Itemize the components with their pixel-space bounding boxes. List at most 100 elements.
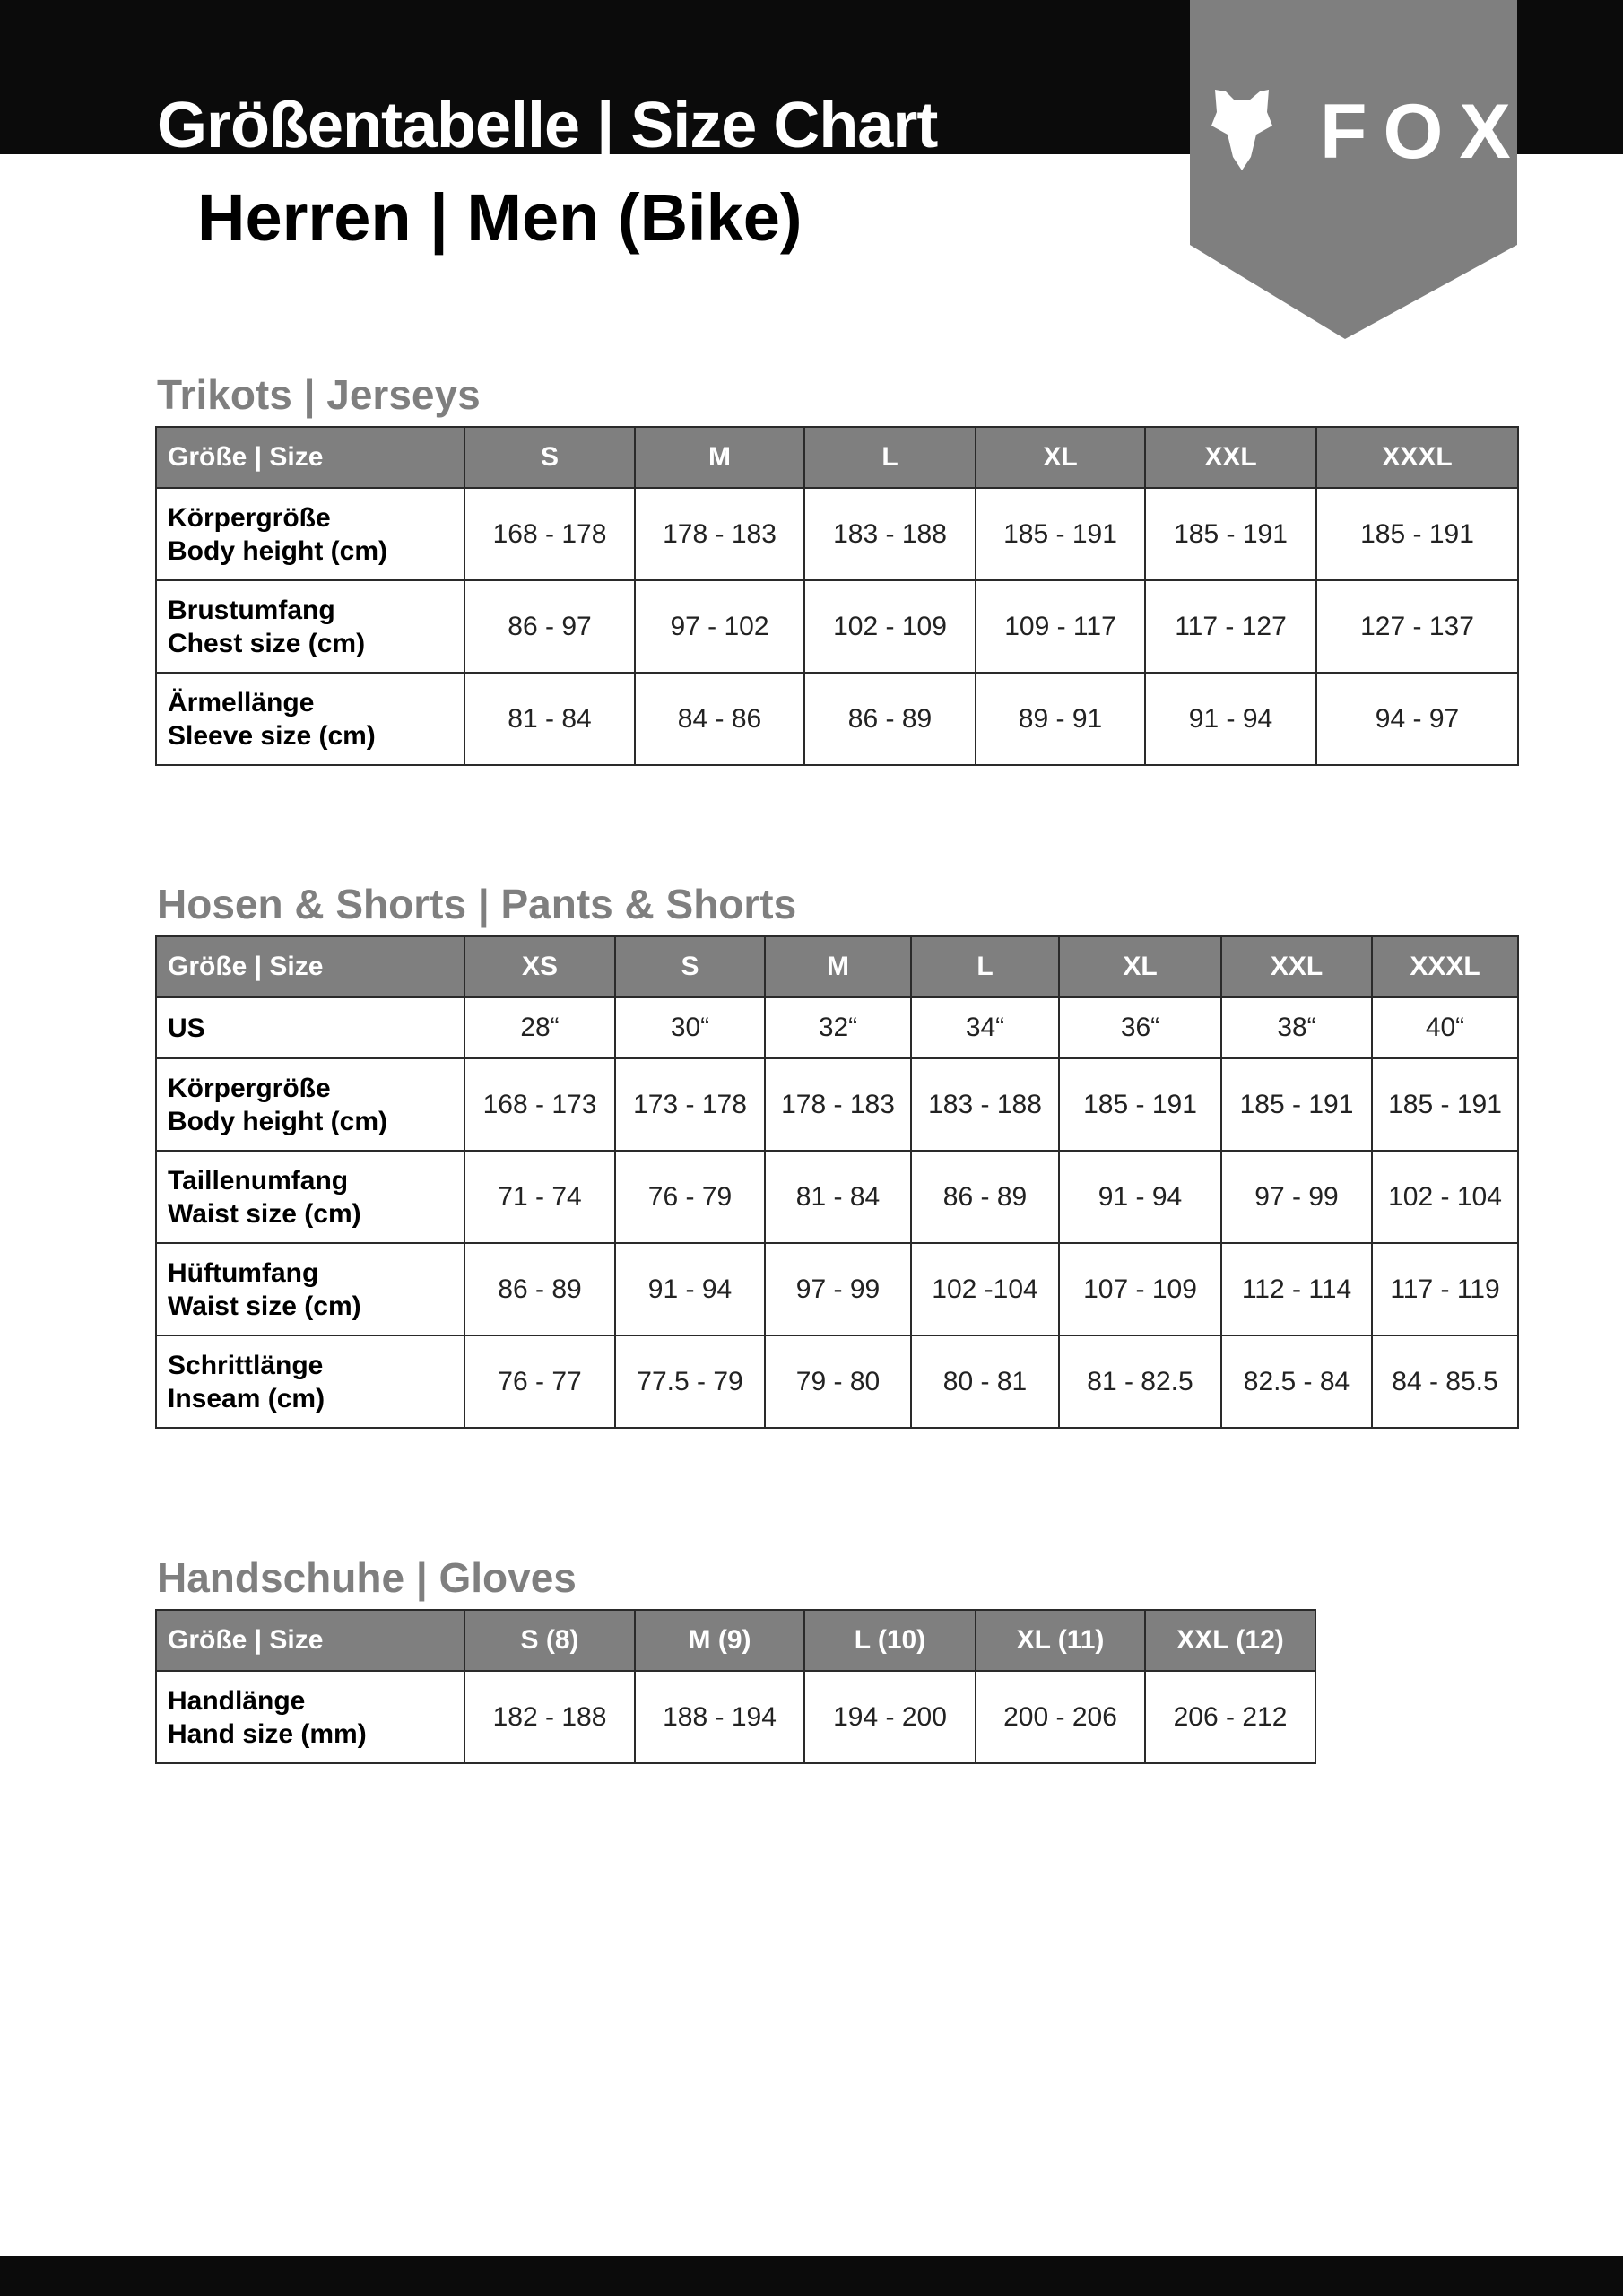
table-cell: 86 - 89 <box>464 1242 616 1336</box>
table-row: Hüftumfang Waist size (cm) 86 - 89 91 - 94 9… <box>155 1242 1519 1336</box>
page-title: Größentabelle | Size Chart <box>157 90 938 161</box>
fox-head-icon <box>1211 90 1272 170</box>
row-label: Ärmellänge Sleeve size (cm) <box>155 672 465 766</box>
footer-band <box>0 2256 1623 2296</box>
table-cell: 71 - 74 <box>464 1150 616 1244</box>
table-row: Handlänge Hand size (mm) 182 - 188 188 - 19… <box>155 1670 1316 1764</box>
table-cell: 185 - 191 <box>1058 1057 1222 1152</box>
table-cell: 109 - 117 <box>975 579 1146 674</box>
table-row: Brustumfang Chest size (cm) 86 - 97 97 - 10… <box>155 579 1519 674</box>
size-header: Größe | Size <box>155 426 465 489</box>
table-cell: 80 - 81 <box>910 1335 1060 1429</box>
table-cell: 173 - 178 <box>614 1057 766 1152</box>
table-cell: 30“ <box>614 996 766 1059</box>
row-label-de: Handlänge <box>168 1685 306 1716</box>
row-label-en: Waist size (cm) <box>168 1198 361 1229</box>
table-cell: 77.5 - 79 <box>614 1335 766 1429</box>
table-cell: 81 - 84 <box>464 672 636 766</box>
table-cell: 86 - 89 <box>803 672 976 766</box>
table-cell: 81 - 82.5 <box>1058 1335 1222 1429</box>
size-column-header: XXXL <box>1315 426 1519 489</box>
size-column-header: XL <box>1058 935 1222 998</box>
table-cell: 112 - 114 <box>1220 1242 1373 1336</box>
table-cell: 84 - 85.5 <box>1371 1335 1519 1429</box>
table-cell: 206 - 212 <box>1144 1670 1316 1764</box>
row-label: Handlänge Hand size (mm) <box>155 1670 465 1764</box>
table-cell: 178 - 183 <box>764 1057 912 1152</box>
header-row: Größe | Size S M L XL XXL XXXL <box>155 426 1519 489</box>
jerseys-title: Trikots | Jerseys <box>157 371 481 418</box>
table-row: Körpergröße Body height (cm) 168 - 173 173 … <box>155 1057 1519 1152</box>
row-label-de: Körpergröße <box>168 1073 331 1103</box>
fox-logo-banner: FOX <box>1190 0 1517 339</box>
header-row: Größe | Size S (8) M (9) L (10) XL (11) XXL (… <box>155 1609 1316 1672</box>
size-column-header: XL <box>975 426 1146 489</box>
table-cell: 81 - 84 <box>764 1150 912 1244</box>
table-cell: 79 - 80 <box>764 1335 912 1429</box>
row-label-en: Sleeve size (cm) <box>168 720 376 751</box>
page-subtitle: Herren | Men (Bike) <box>197 180 803 255</box>
table-cell: 84 - 86 <box>634 672 805 766</box>
table-cell: 91 - 94 <box>1058 1150 1222 1244</box>
table-cell: 34“ <box>910 996 1060 1059</box>
row-label-de: Ärmellänge <box>168 687 315 718</box>
table-row: Körpergröße Body height (cm) 168 - 178 178 … <box>155 487 1519 581</box>
table-cell: 185 - 191 <box>1220 1057 1373 1152</box>
table-row: Schrittlänge Inseam (cm) 76 - 77 77.5 - 79 7… <box>155 1335 1519 1429</box>
table-cell: 185 - 191 <box>1144 487 1317 581</box>
banner-shape <box>1190 0 1517 339</box>
table-cell: 185 - 191 <box>1315 487 1519 581</box>
table-cell: 200 - 206 <box>975 1670 1146 1764</box>
header-row: Größe | Size XS S M L XL XXL XXXL <box>155 935 1519 998</box>
gloves-title: Handschuhe | Gloves <box>157 1554 577 1601</box>
row-label: Körpergröße Body height (cm) <box>155 1057 465 1152</box>
table-cell: 178 - 183 <box>634 487 805 581</box>
table-cell: 127 - 137 <box>1315 579 1519 674</box>
table-cell: 86 - 97 <box>464 579 636 674</box>
size-column-header: L (10) <box>803 1609 976 1672</box>
row-label-de: US <box>168 1013 205 1043</box>
table-cell: 183 - 188 <box>803 487 976 581</box>
row-label-de: Schrittlänge <box>168 1350 324 1380</box>
table-cell: 89 - 91 <box>975 672 1146 766</box>
row-label: Körpergröße Body height (cm) <box>155 487 465 581</box>
row-label-de: Taillenumfang <box>168 1165 349 1196</box>
size-column-header: L <box>910 935 1060 998</box>
table-cell: 107 - 109 <box>1058 1242 1222 1336</box>
row-label: Hüftumfang Waist size (cm) <box>155 1242 465 1336</box>
table-cell: 38“ <box>1220 996 1373 1059</box>
table-cell: 82.5 - 84 <box>1220 1335 1373 1429</box>
size-column-header: XS <box>464 935 616 998</box>
table-cell: 185 - 191 <box>1371 1057 1519 1152</box>
table-cell: 32“ <box>764 996 912 1059</box>
row-label-de: Brustumfang <box>168 595 335 625</box>
size-column-header: M <box>634 426 805 489</box>
row-label-de: Körpergröße <box>168 502 331 533</box>
size-header: Größe | Size <box>155 935 465 998</box>
size-column-header: M <box>764 935 912 998</box>
row-label-en: Hand size (mm) <box>168 1718 367 1749</box>
row-label-de: Hüftumfang <box>168 1257 319 1288</box>
jerseys-table: Größe | Size S M L XL XXL XXXL Körpergröße Body … <box>155 426 1519 766</box>
table-cell: 185 - 191 <box>975 487 1146 581</box>
size-column-header: L <box>803 426 976 489</box>
row-label: Taillenumfang Waist size (cm) <box>155 1150 465 1244</box>
table-cell: 91 - 94 <box>1144 672 1317 766</box>
size-column-header: M (9) <box>634 1609 805 1672</box>
table-cell: 102 - 109 <box>803 579 976 674</box>
table-cell: 36“ <box>1058 996 1222 1059</box>
table-row: US 28“ 30“ 32“ 34“ 36“ 38“ 40“ <box>155 996 1519 1059</box>
row-label-en: Chest size (cm) <box>168 628 366 658</box>
table-cell: 86 - 89 <box>910 1150 1060 1244</box>
table-cell: 91 - 94 <box>614 1242 766 1336</box>
size-column-header: S <box>464 426 636 489</box>
table-cell: 183 - 188 <box>910 1057 1060 1152</box>
table-cell: 97 - 99 <box>764 1242 912 1336</box>
table-cell: 102 -104 <box>910 1242 1060 1336</box>
table-cell: 194 - 200 <box>803 1670 976 1764</box>
size-column-header: XXL <box>1220 935 1373 998</box>
table-cell: 182 - 188 <box>464 1670 636 1764</box>
brand-wordmark: FOX <box>1320 89 1517 175</box>
table-cell: 97 - 99 <box>1220 1150 1373 1244</box>
size-column-header: XL (11) <box>975 1609 1146 1672</box>
